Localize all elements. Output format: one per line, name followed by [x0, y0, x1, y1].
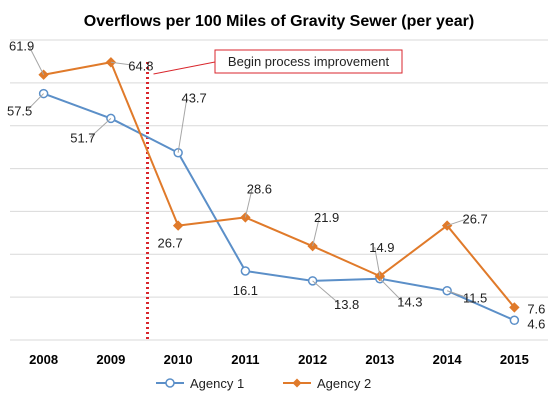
legend-label: Agency 1 [190, 376, 244, 391]
x-tick-label: 2013 [365, 352, 394, 367]
data-label: 64.8 [128, 58, 153, 73]
x-tick-label: 2009 [96, 352, 125, 367]
x-tick-label: 2012 [298, 352, 327, 367]
label-leader-line [89, 118, 112, 138]
legend: Agency 1 Agency 2 [156, 376, 371, 391]
data-label: 14.3 [397, 295, 422, 310]
label-leader-line [374, 247, 381, 277]
data-label: 13.8 [334, 297, 359, 312]
annotation-label: Begin process improvement [228, 54, 390, 69]
chart-title: Overflows per 100 Miles of Gravity Sewer… [84, 13, 474, 30]
legend-marker [165, 378, 175, 388]
legend-item-1: Agency 1 [156, 376, 244, 391]
data-label: 11.5 [463, 291, 487, 306]
data-point [240, 266, 251, 276]
data-labels: 57.5 51.7 43.7 16.1 13.8 14.3 11.5 4.6 61.9 64.8 2… [7, 39, 545, 332]
series-line [43, 92, 515, 322]
annotation-leader-line [153, 61, 216, 75]
data-label: 14.9 [369, 240, 394, 255]
x-tick-label: 2011 [231, 352, 259, 367]
data-label: 43.7 [181, 91, 206, 106]
x-axis: 2008 2009 2010 2011 2012 2013 2014 2015 [10, 339, 548, 367]
data-label: 7.6 [527, 301, 545, 316]
x-tick-label: 2014 [433, 352, 463, 367]
label-leader-line [312, 217, 320, 247]
x-tick-label: 2010 [164, 352, 193, 367]
data-point [509, 302, 520, 313]
legend-label: Agency 2 [317, 376, 371, 391]
series-layer [38, 57, 520, 326]
label-leader-line [177, 97, 188, 153]
data-label: 21.9 [314, 210, 339, 225]
series-1 [38, 88, 520, 326]
data-label: 51.7 [70, 130, 95, 145]
data-label: 57.5 [7, 104, 32, 119]
data-label: 26.7 [462, 212, 487, 227]
data-point [509, 315, 520, 326]
annotation-box [214, 49, 403, 74]
data-label: 61.9 [9, 39, 34, 54]
x-tick-label: 2015 [500, 352, 529, 367]
legend-marker [292, 378, 302, 388]
label-leader-line [446, 290, 469, 299]
label-leader-line [28, 45, 45, 75]
label-leader-line [312, 280, 340, 305]
data-label: 26.7 [157, 236, 182, 251]
x-tick-label: 2008 [29, 352, 58, 367]
label-leader-line [110, 61, 134, 66]
label-leader-line [446, 218, 469, 227]
series-line [43, 61, 516, 309]
data-point [172, 220, 184, 231]
label-leader-line [26, 93, 44, 111]
label-leader-line [379, 278, 404, 303]
label-leader-line [244, 188, 253, 218]
data-label: 28.6 [247, 181, 272, 196]
data-label: 4.6 [527, 316, 545, 331]
process-improvement-annotation: Begin process improvement [146, 49, 403, 340]
legend-item-2: Agency 2 [283, 376, 371, 391]
gridlines [10, 39, 548, 341]
series-2 [38, 57, 520, 313]
data-label: 16.1 [233, 283, 258, 298]
